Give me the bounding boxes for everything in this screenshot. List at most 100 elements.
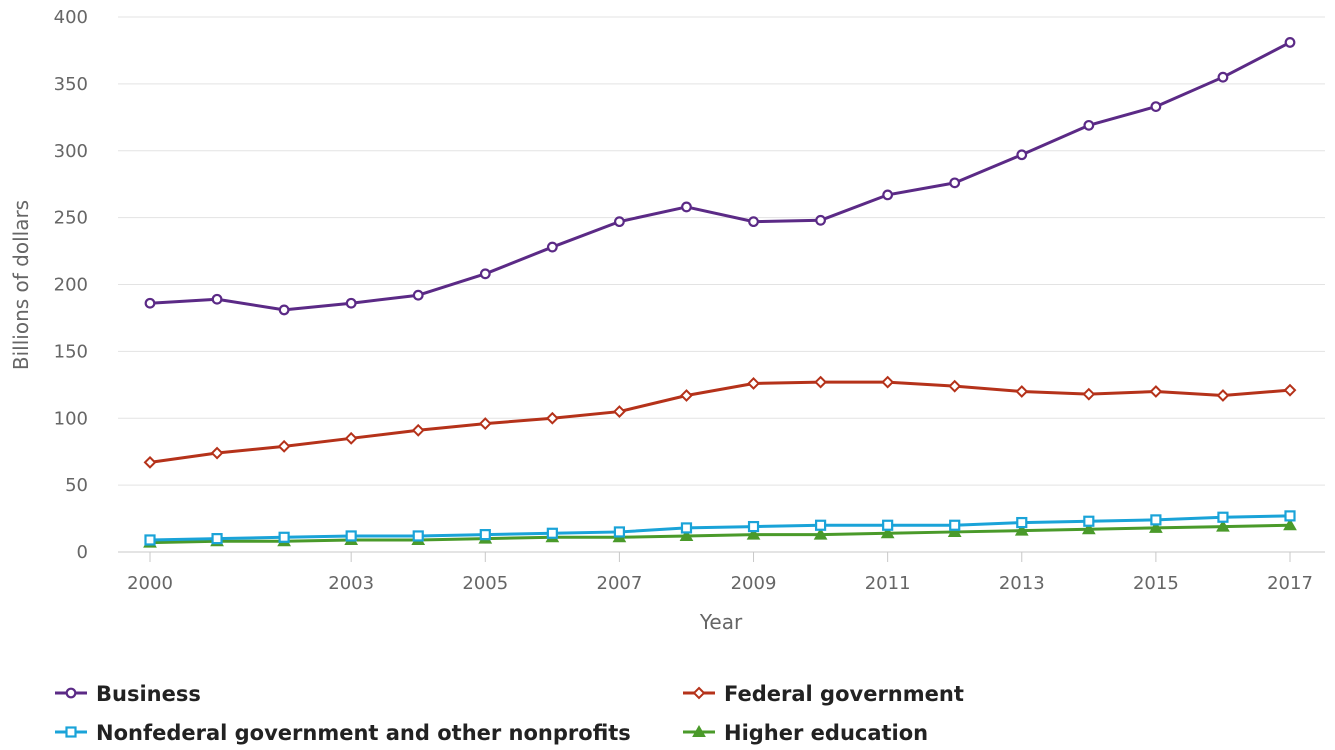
data-point-nonfederal-government-and-other-nonprofits [546,527,558,539]
data-point-higher-education [813,527,828,540]
data-point-nonfederal-government-and-other-nonprofits [144,534,156,546]
series-business [144,37,1296,316]
data-point-higher-education [1216,519,1230,532]
x-tick-label: 2013 [999,573,1045,594]
data-point-business [882,189,894,201]
data-point-federal-government [948,379,962,393]
legend-label: Business [96,682,201,706]
data-point-nonfederal-government-and-other-nonprofits [613,526,626,538]
data-point-nonfederal-government-and-other-nonprofits [412,530,424,542]
data-point-business [345,297,357,309]
data-point-business [1016,149,1028,161]
data-point-business [144,297,156,309]
legend-marker [65,687,77,699]
data-point-nonfederal-government-and-other-nonprofits [479,529,491,541]
x-axis: 2000 2003 2005 2007 2009 2011 2013 2015 2017 [118,551,1325,594]
data-point-federal-government [1015,385,1029,398]
legend-marker [692,686,706,700]
series-line-business [148,40,1292,312]
data-point-federal-government [680,389,693,402]
x-tick-label: 2009 [731,573,777,594]
data-point-business [479,268,491,280]
data-point-business [278,304,290,316]
x-tick-label: 2015 [1133,573,1179,594]
x-tick-label: 2003 [328,573,374,594]
data-point-business [681,201,692,213]
data-point-higher-education [746,527,761,540]
data-point-nonfederal-government-and-other-nonprofits [747,520,760,533]
data-point-higher-education [1014,523,1029,536]
data-point-higher-education [679,528,694,541]
y-tick-label: 50 [65,475,88,496]
data-point-business [1150,101,1162,113]
y-tick-label: 150 [54,341,88,362]
data-point-federal-government [143,455,157,469]
legend-label: Higher education [724,721,928,745]
legend-label: Nonfederal government and other nonprofi… [96,721,631,745]
x-tick-label: 2005 [462,573,508,594]
legend-label: Federal government [724,682,964,706]
data-point-higher-education [947,524,962,537]
data-point-nonfederal-government-and-other-nonprofits [680,522,693,534]
data-point-nonfederal-government-and-other-nonprofits [211,533,223,545]
data-point-federal-government [478,417,492,431]
series-higher-education [143,518,1297,548]
data-point-higher-education [880,526,895,539]
data-point-federal-government [881,375,895,389]
data-point-higher-education [1081,522,1096,535]
legend-marker [65,726,77,738]
y-tick-label: 200 [54,275,88,296]
x-tick-label: 2011 [865,573,911,594]
data-point-nonfederal-government-and-other-nonprofits [1083,515,1095,527]
data-point-business [614,216,625,228]
data-point-federal-government [545,411,559,425]
legend-item-business: Business [55,682,201,706]
data-point-federal-government [210,446,224,460]
legend-item-federal-government: Federal government [683,682,964,706]
y-tick-label: 400 [54,7,88,28]
data-point-federal-government [747,377,760,390]
data-point-federal-government [344,431,358,445]
y-axis-title: Billions of dollars [9,200,33,370]
data-point-nonfederal-government-and-other-nonprofits [345,530,357,542]
y-tick-label: 350 [54,74,88,95]
data-point-business [211,293,223,305]
data-point-federal-government [411,423,425,437]
data-point-nonfederal-government-and-other-nonprofits [1284,510,1296,522]
data-point-business [1083,119,1095,131]
series-line-higher-education [148,523,1292,545]
data-point-higher-education [1283,518,1297,531]
series-line-federal-government [148,380,1292,464]
data-point-nonfederal-government-and-other-nonprofits [278,531,290,543]
legend-item-nonfederal-government-and-other-nonprofits: Nonfederal government and other nonprofi… [55,721,631,745]
series-line-nonfederal-government-and-other-nonprofits [148,514,1292,542]
data-point-nonfederal-government-and-other-nonprofits [814,519,827,531]
y-tick-label: 250 [54,208,88,229]
data-point-federal-government [1082,387,1096,401]
series-group [143,37,1297,548]
data-point-business [412,289,424,301]
data-point-nonfederal-government-and-other-nonprofits [1150,514,1162,526]
data-point-federal-government [277,439,291,453]
data-point-federal-government [1149,385,1163,398]
data-point-business [815,214,826,226]
y-tick-label: 0 [77,542,88,563]
data-point-federal-government [814,375,828,389]
x-axis-title: Year [699,610,743,634]
data-point-business [1284,37,1296,48]
x-tick-label: 2000 [127,573,173,594]
data-point-nonfederal-government-and-other-nonprofits [949,519,961,531]
data-point-federal-government [1216,389,1230,402]
x-tick-label: 2007 [597,573,643,594]
data-point-business [949,177,961,189]
data-point-higher-education [1149,520,1163,533]
legend: Business Federal government Nonfederal gov… [55,682,964,745]
y-axis: 0 50 100 150 200 250 300 350 400 [54,7,88,563]
y-tick-label: 100 [54,408,88,429]
data-point-nonfederal-government-and-other-nonprofits [1217,511,1229,523]
series-nonfederal-government-and-other-nonprofits [144,510,1296,546]
data-point-business [748,216,759,228]
data-point-business [546,241,558,253]
data-point-nonfederal-government-and-other-nonprofits [1016,516,1028,529]
